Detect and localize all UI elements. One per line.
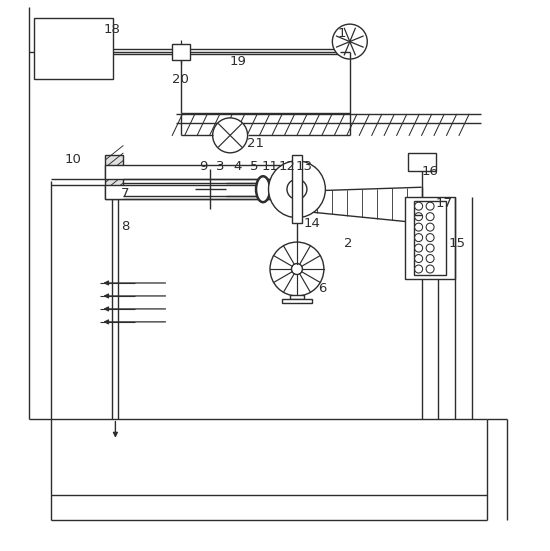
Bar bbox=[292, 155, 302, 223]
Circle shape bbox=[268, 161, 326, 218]
Text: 3: 3 bbox=[216, 160, 224, 173]
Bar bbox=[106, 185, 297, 199]
Text: 21: 21 bbox=[246, 137, 263, 150]
Text: 18: 18 bbox=[104, 23, 121, 36]
Text: 5: 5 bbox=[250, 160, 258, 173]
Text: 1: 1 bbox=[338, 27, 346, 40]
Bar bbox=[414, 201, 446, 275]
Circle shape bbox=[426, 213, 434, 220]
Circle shape bbox=[415, 213, 422, 220]
Bar bbox=[106, 165, 297, 179]
Text: 8: 8 bbox=[121, 220, 130, 233]
Text: 14: 14 bbox=[304, 217, 320, 230]
Text: 15: 15 bbox=[449, 236, 466, 250]
Circle shape bbox=[426, 234, 434, 241]
Text: 13: 13 bbox=[295, 160, 312, 173]
Circle shape bbox=[415, 202, 422, 210]
Circle shape bbox=[426, 255, 434, 262]
Text: 4: 4 bbox=[233, 160, 241, 173]
Circle shape bbox=[270, 242, 324, 296]
Circle shape bbox=[426, 244, 434, 252]
Bar bbox=[290, 295, 304, 299]
Bar bbox=[408, 153, 436, 171]
Circle shape bbox=[213, 118, 248, 153]
Circle shape bbox=[415, 234, 422, 241]
Text: 11: 11 bbox=[261, 160, 278, 173]
Circle shape bbox=[415, 265, 422, 273]
Text: 20: 20 bbox=[172, 73, 189, 86]
Circle shape bbox=[426, 223, 434, 231]
Circle shape bbox=[287, 179, 307, 199]
Bar bbox=[106, 155, 123, 199]
Circle shape bbox=[292, 263, 302, 274]
Circle shape bbox=[332, 24, 367, 59]
Circle shape bbox=[415, 255, 422, 262]
Bar bbox=[282, 299, 312, 303]
Text: 12: 12 bbox=[278, 160, 295, 173]
Circle shape bbox=[426, 202, 434, 210]
Text: 9: 9 bbox=[199, 160, 207, 173]
Bar bbox=[172, 44, 190, 60]
Text: 17: 17 bbox=[435, 197, 452, 210]
Text: 7: 7 bbox=[121, 187, 130, 199]
Text: 16: 16 bbox=[421, 165, 438, 178]
Text: 2: 2 bbox=[344, 236, 352, 250]
Bar bbox=[405, 197, 454, 279]
Circle shape bbox=[415, 244, 422, 252]
Circle shape bbox=[426, 265, 434, 273]
Circle shape bbox=[415, 223, 422, 231]
Text: 6: 6 bbox=[318, 283, 326, 295]
Bar bbox=[34, 18, 113, 79]
Text: 10: 10 bbox=[64, 153, 81, 166]
Ellipse shape bbox=[256, 176, 270, 202]
Text: 19: 19 bbox=[230, 55, 246, 68]
